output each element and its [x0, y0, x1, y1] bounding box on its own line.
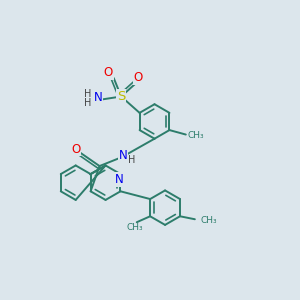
Text: CH₃: CH₃ [187, 130, 204, 140]
Text: H: H [84, 98, 91, 108]
Text: H: H [84, 89, 91, 99]
Text: H: H [128, 155, 135, 165]
Text: CH₃: CH₃ [200, 216, 217, 225]
Text: O: O [134, 71, 143, 84]
Text: S: S [117, 90, 125, 103]
Text: N: N [115, 173, 123, 186]
Text: N: N [118, 149, 127, 162]
Text: O: O [104, 66, 113, 79]
Text: O: O [71, 142, 80, 156]
Text: N: N [94, 91, 103, 103]
Text: CH₃: CH₃ [127, 223, 144, 232]
